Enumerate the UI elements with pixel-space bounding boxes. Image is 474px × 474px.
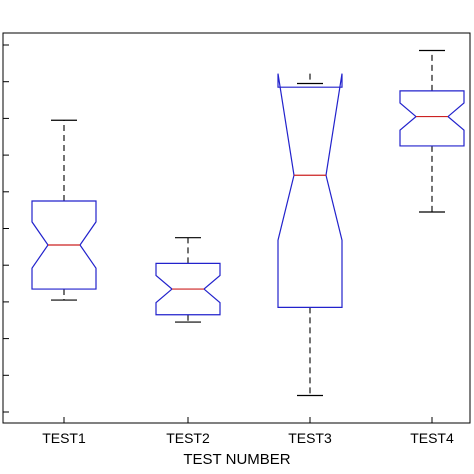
x-axis-ticks xyxy=(63,417,433,423)
x-tick-label: TEST3 xyxy=(288,430,332,446)
y-axis-ticks xyxy=(3,44,9,413)
box-test4 xyxy=(399,49,465,213)
box-test2 xyxy=(155,237,221,323)
x-tick-labels: TEST1 TEST2 TEST3 TEST4 xyxy=(42,430,454,446)
boxes-group xyxy=(31,49,465,397)
notched-box xyxy=(155,262,221,316)
x-tick-label: TEST4 xyxy=(410,430,454,446)
x-tick-label: TEST2 xyxy=(166,430,210,446)
box-test3 xyxy=(277,73,343,397)
notched-box xyxy=(31,200,97,290)
notched-box xyxy=(277,73,343,309)
notched-box xyxy=(399,90,465,147)
box-test1 xyxy=(31,119,97,301)
x-axis-label: TEST NUMBER xyxy=(183,451,290,468)
x-tick-label: TEST1 xyxy=(42,430,86,446)
